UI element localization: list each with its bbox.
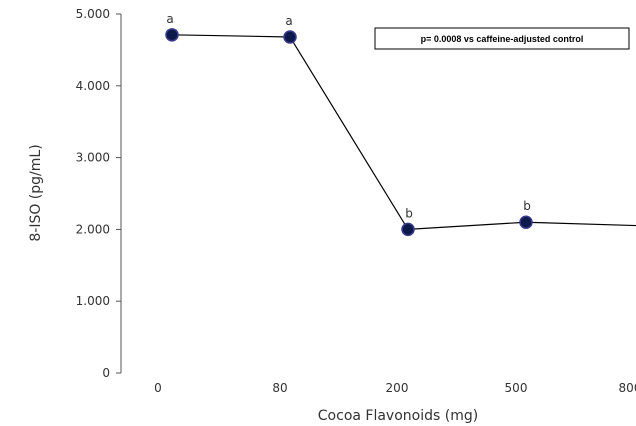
- y-tick-label: 2.000: [76, 222, 110, 236]
- y-axis-title: 8-ISO (pg/mL): [28, 144, 44, 241]
- x-tick-label: 0: [154, 381, 162, 395]
- annotation-text: p= 0.0008 vs caffeine-adjusted control: [421, 34, 584, 44]
- data-point-label: a: [166, 12, 173, 26]
- data-point: [283, 30, 297, 44]
- x-tick-label: 500: [505, 381, 528, 395]
- y-tick-label: 1.000: [76, 294, 110, 308]
- x-tick-label: 200: [386, 381, 409, 395]
- data-point: [519, 215, 533, 229]
- y-axis-ticks: 0 1.000 2.000 3.000 4.000 5.000: [76, 7, 121, 380]
- y-tick-label: 3.000: [76, 151, 110, 165]
- y-tick-label: 4.000: [76, 79, 110, 93]
- series-line: [171, 34, 636, 231]
- data-point: [401, 222, 415, 237]
- data-point-label: b: [523, 199, 531, 213]
- y-tick-label: 5.000: [76, 7, 110, 21]
- x-axis-ticks: 0 80 200 500 800: [154, 381, 636, 395]
- x-axis-title: Cocoa Flavonoids (mg): [318, 408, 478, 424]
- point-labels: a a b b: [166, 12, 530, 221]
- x-tick-label: 80: [272, 381, 287, 395]
- annotation-box: p= 0.0008 vs caffeine-adjusted control: [374, 27, 630, 50]
- y-tick-label: 0: [102, 366, 110, 380]
- series: [165, 28, 636, 237]
- data-point: [165, 28, 179, 42]
- x-tick-label: 800: [619, 381, 636, 395]
- data-point-label: a: [285, 14, 292, 28]
- data-point-label: b: [405, 206, 413, 220]
